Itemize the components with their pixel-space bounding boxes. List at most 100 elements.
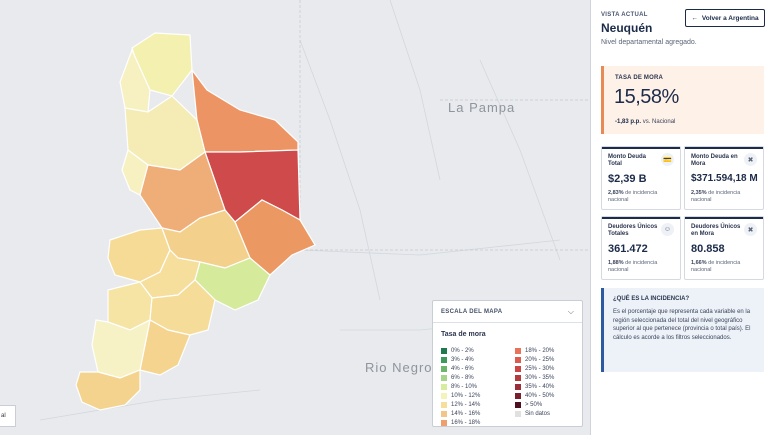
legend-item: 18% - 20% <box>515 346 581 355</box>
map-canvas[interactable] <box>0 0 590 435</box>
map-label-rio-negro: Rio Negro <box>365 360 433 375</box>
legend-item: 4% - 6% <box>441 364 515 373</box>
kpi-monto-deuda-mora: Monto Deuda en Mora ✖ $371.594,18 M 2,35… <box>684 146 764 210</box>
legend-item: 6% - 8% <box>441 373 515 382</box>
legend-item-label: 0% - 2% <box>451 347 474 354</box>
mora-card: TASA DE MORA 15,58% -1,83 p.p. vs. Nacio… <box>601 66 764 134</box>
legend-swatch <box>441 374 447 381</box>
region-title: Neuquén <box>601 21 653 35</box>
legend-item-label: 18% - 20% <box>525 347 555 354</box>
legend-item-label: 35% - 40% <box>525 383 555 390</box>
legend-header[interactable]: ESCALA DEL MAPA ⌵ <box>433 301 582 323</box>
mora-value: 15,58% <box>614 86 679 108</box>
legend-swatch <box>515 356 521 363</box>
kpi-value: $371.594,18 M <box>691 173 758 184</box>
kpi-note: 2,35% de incidencia nacional <box>691 190 741 203</box>
legend-item: 14% - 16% <box>441 409 515 418</box>
legend-item: 3% - 4% <box>441 355 515 364</box>
kpi-label: Monto Deuda Total <box>608 154 646 167</box>
dept-northeast <box>191 67 299 153</box>
kpi-deudores-mora: Deudores Únicos en Mora ✖ 80.858 1,66% d… <box>684 216 764 280</box>
legend-swatch <box>441 419 447 426</box>
neuquen-departments[interactable] <box>75 32 316 411</box>
legend-item-label: 6% - 8% <box>451 374 474 381</box>
legend-item-label: 40% - 50% <box>525 392 555 399</box>
legend-swatch <box>441 410 447 417</box>
legend-swatch <box>515 401 521 408</box>
legend-swatch <box>515 410 521 417</box>
legend-swatch <box>441 383 447 390</box>
map-label-la-pampa: La Pampa <box>448 100 516 115</box>
kpi-deudores-totales: Deudores Únicos Totales ☺ 361.472 1,88% … <box>601 216 681 280</box>
legend-item-label: Sin datos <box>525 410 551 417</box>
kpi-monto-deuda-total: Monto Deuda Total 💳 $2,39 B 2,83% de inc… <box>601 146 681 210</box>
legend-item-label: 16% - 18% <box>451 419 481 426</box>
kpi-value: $2,39 B <box>608 173 647 185</box>
legend-swatch <box>515 392 521 399</box>
legend-swatch <box>515 383 521 390</box>
province-borders <box>299 0 590 251</box>
legend-item: 20% - 25% <box>515 355 581 364</box>
legend-swatch <box>515 365 521 372</box>
legend-swatch <box>441 365 447 372</box>
chevron-down-icon[interactable]: ⌵ <box>567 306 574 316</box>
mora-label: TASA DE MORA <box>615 75 664 81</box>
legend-item-label: > 50% <box>525 401 543 408</box>
arrow-left-icon: ← <box>691 14 698 22</box>
legend-item: 35% - 40% <box>515 382 581 391</box>
dept-west-mid <box>121 149 149 196</box>
legend-item: 12% - 14% <box>441 400 515 409</box>
legend-subtitle: Tasa de mora <box>441 331 486 338</box>
kpi-note: 1,66% de incidencia nacional <box>691 260 741 273</box>
legend-item-label: 20% - 25% <box>525 356 555 363</box>
money-icon: 💳 <box>661 153 674 166</box>
legend-item: 10% - 12% <box>441 391 515 400</box>
legend-swatch <box>441 347 447 354</box>
info-text: Es el porcentaje que representa cada var… <box>613 309 751 341</box>
mora-comparison: -1,83 p.p. vs. Nacional <box>615 119 675 125</box>
legend-item: Sin datos <box>515 409 581 418</box>
corner-tag[interactable]: al <box>0 405 16 427</box>
kpi-label: Deudores Únicos Totales <box>608 224 658 237</box>
info-title: ¿QUÉ ES LA INCIDENCIA? <box>613 296 690 302</box>
kpi-value: 80.858 <box>691 243 725 255</box>
side-panel: VISTA ACTUAL Neuquén Nivel departamental… <box>590 0 770 435</box>
legend-item-label: 10% - 12% <box>451 392 481 399</box>
legend-swatch <box>515 374 521 381</box>
map-legend: ESCALA DEL MAPA ⌵ Tasa de mora 0% - 2% 18… <box>432 300 583 427</box>
legend-item: 40% - 50% <box>515 391 581 400</box>
legend-grid: 0% - 2% 18% - 20% 3% - 4% 20% - 25% 4% - 6% 2… <box>441 346 581 427</box>
legend-swatch <box>515 347 521 354</box>
nivel-text: Nivel departamental agregado. <box>601 39 697 46</box>
legend-title: ESCALA DEL MAPA <box>441 308 503 315</box>
legend-item-label: 4% - 6% <box>451 365 474 372</box>
alert-money-icon: ✖ <box>744 153 757 166</box>
back-button-label: Volver a Argentina <box>701 14 759 22</box>
users-icon: ☺ <box>661 223 674 236</box>
kpi-note: 2,83% de incidencia nacional <box>608 190 658 203</box>
legend-item-label: 12% - 14% <box>451 401 481 408</box>
legend-item: 25% - 30% <box>515 364 581 373</box>
legend-item-label: 14% - 16% <box>451 410 481 417</box>
legend-swatch <box>441 401 447 408</box>
legend-item: 0% - 2% <box>441 346 515 355</box>
kpi-note: 1,88% de incidencia nacional <box>608 260 658 273</box>
legend-item: 16% - 18% <box>441 418 515 427</box>
incidencia-info-card: ¿QUÉ ES LA INCIDENCIA? Es el porcentaje … <box>601 288 764 372</box>
back-to-argentina-button[interactable]: ← Volver a Argentina <box>685 9 765 27</box>
legend-item: > 50% <box>515 400 581 409</box>
kpi-label: Monto Deuda en Mora <box>691 154 738 167</box>
legend-item-label: 30% - 35% <box>525 374 555 381</box>
legend-item-label: 3% - 4% <box>451 356 474 363</box>
kpi-label: Deudores Únicos en Mora <box>691 224 741 237</box>
legend-item-label: 25% - 30% <box>525 365 555 372</box>
legend-item: 30% - 35% <box>515 373 581 382</box>
mora-vs-text: vs. Nacional <box>642 119 676 125</box>
legend-swatch <box>441 356 447 363</box>
legend-item: 8% - 10% <box>441 382 515 391</box>
map-area[interactable]: La Pampa Rio Negro al ESCALA DEL MAPA ⌵ … <box>0 0 590 435</box>
kpi-value: 361.472 <box>608 243 648 255</box>
dept-lacar <box>75 369 141 411</box>
legend-swatch <box>441 392 447 399</box>
legend-item-label: 8% - 10% <box>451 383 478 390</box>
